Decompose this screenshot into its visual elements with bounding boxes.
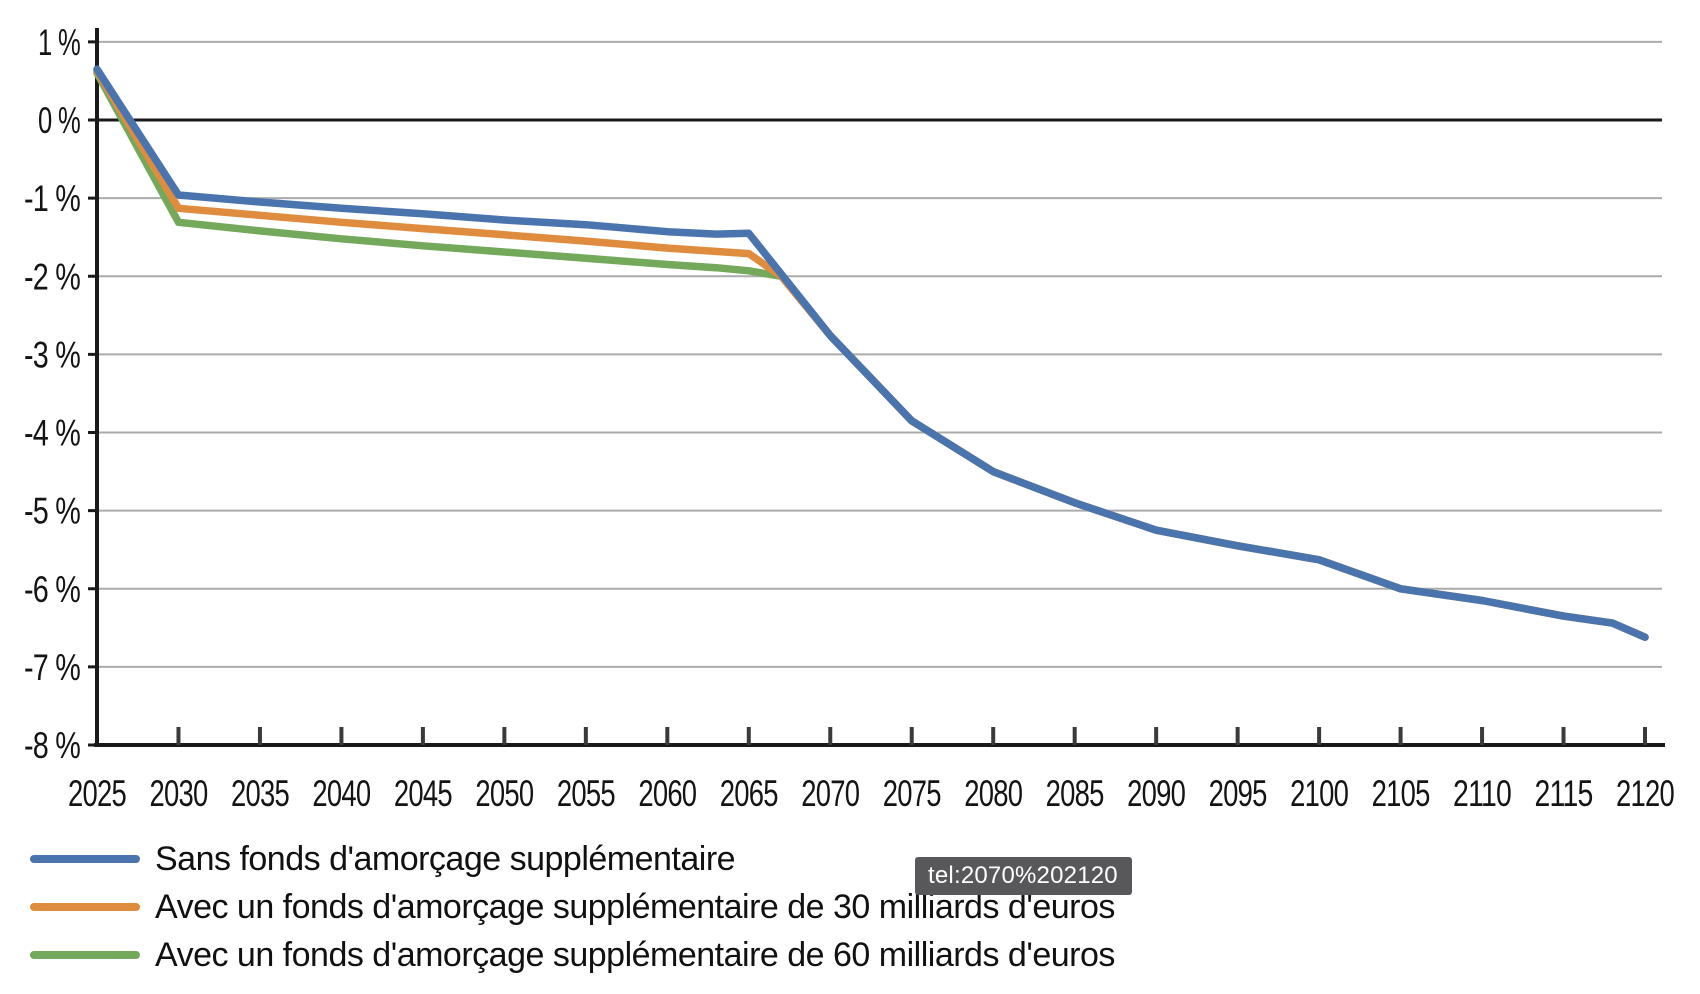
svg-text:2045: 2045 [394,773,452,814]
legend-label: Avec un fonds d'amorçage supplémentaire … [155,936,1115,974]
svg-text:2035: 2035 [231,773,289,814]
svg-text:-3 %: -3 % [24,334,80,375]
svg-text:2065: 2065 [720,773,778,814]
legend-label: Sans fonds d'amorçage supplémentaire [155,840,736,878]
svg-text:2080: 2080 [964,773,1022,814]
legend-swatch-green [30,951,140,959]
svg-text:2120: 2120 [1616,773,1674,814]
svg-text:2050: 2050 [475,773,533,814]
svg-text:2085: 2085 [1046,773,1104,814]
svg-text:2105: 2105 [1372,773,1430,814]
svg-text:2075: 2075 [883,773,941,814]
svg-text:-7 %: -7 % [24,647,80,688]
svg-text:1 %: 1 % [38,22,80,63]
svg-text:2055: 2055 [557,773,615,814]
svg-text:2095: 2095 [1209,773,1267,814]
svg-text:-5 %: -5 % [24,491,80,532]
svg-text:-8 %: -8 % [24,725,80,766]
svg-text:2115: 2115 [1535,773,1593,814]
svg-text:2060: 2060 [638,773,696,814]
svg-text:-6 %: -6 % [24,569,80,610]
legend-swatch-blue [30,855,140,863]
legend-swatch-orange [30,903,140,911]
legend-item-fonds-60: Avec un fonds d'amorçage supplémentaire … [0,932,1400,978]
line-chart[interactable]: 1 % 0 % -1 % -2 % -3 % -4 % -5 % -6 % -7 % -8 % 20… [0,0,1700,820]
link-status-tooltip: tel:2070%202120 [915,857,1132,895]
svg-text:-4 %: -4 % [24,413,80,454]
legend-item-fonds-30: Avec un fonds d'amorçage supplémentaire … [0,884,1400,930]
legend-item-sans-fonds: Sans fonds d'amorçage supplémentaire [0,836,1400,882]
svg-text:-1 %: -1 % [24,178,80,219]
svg-text:2030: 2030 [149,773,207,814]
svg-text:2090: 2090 [1127,773,1185,814]
svg-text:2070: 2070 [801,773,859,814]
svg-text:2025: 2025 [68,773,126,814]
svg-text:0 %: 0 % [38,100,80,141]
svg-text:2040: 2040 [312,773,370,814]
svg-text:2110: 2110 [1453,773,1511,814]
chart-canvas[interactable]: 1 % 0 % -1 % -2 % -3 % -4 % -5 % -6 % -7 % -8 % 20… [0,0,1700,820]
svg-text:-2 %: -2 % [24,256,80,297]
chart-legend: Sans fonds d'amorçage supplémentaire Ave… [0,836,1700,986]
svg-text:2100: 2100 [1290,773,1348,814]
